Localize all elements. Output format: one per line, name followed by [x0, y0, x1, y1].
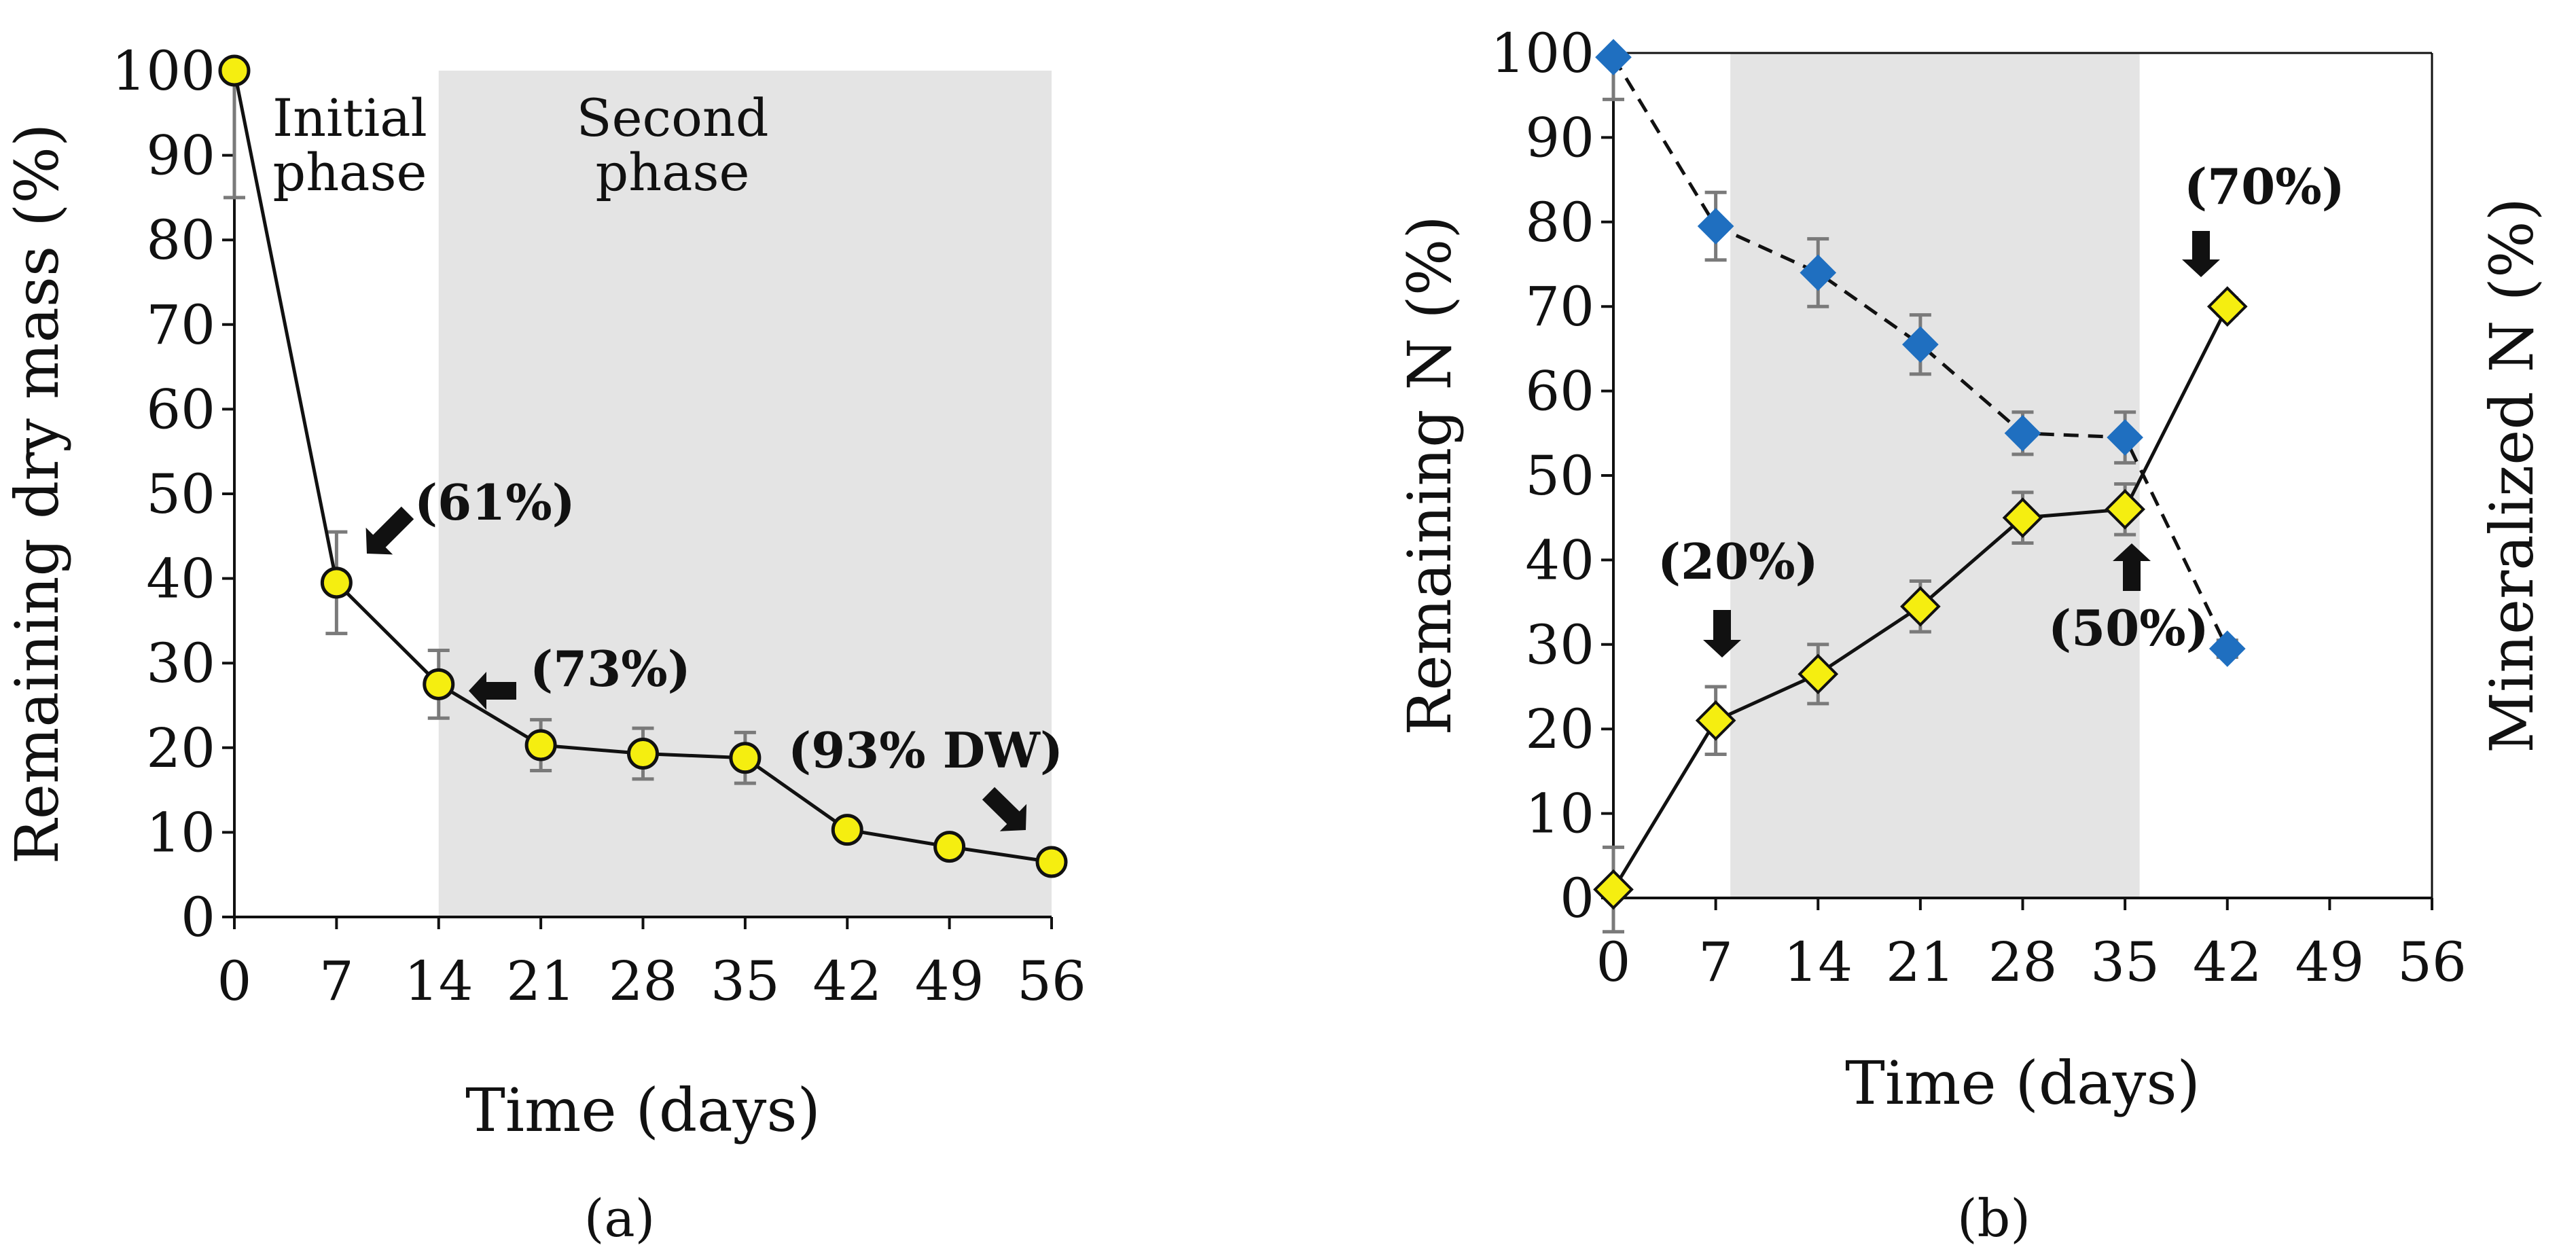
annotation-label: (73%) — [530, 640, 691, 698]
x-tick-label: 49 — [2295, 931, 2364, 994]
x-tick-label: 56 — [2397, 931, 2467, 994]
data-point-mineralized-n — [2206, 286, 2248, 327]
y-tick-label: 10 — [1525, 782, 1594, 846]
y-tick-label: 80 — [1525, 191, 1594, 254]
annotation-arrow — [1703, 610, 1741, 658]
x-tick-label: 0 — [1596, 931, 1631, 994]
data-point-remaining-n — [1595, 39, 1632, 76]
x-axis-label: Time (days) — [465, 1075, 821, 1145]
region-label: Second phase — [577, 88, 769, 202]
panel-label: (b) — [1957, 1188, 2031, 1248]
x-tick-label: 42 — [2193, 931, 2262, 994]
data-point-remaining-dry-mass — [627, 738, 659, 770]
y-tick-label: 90 — [146, 124, 215, 187]
x-axis-label: Time (days) — [1845, 1048, 2200, 1118]
y-tick-label: 50 — [146, 463, 215, 526]
region-label: Initial phase — [272, 88, 427, 202]
annotation-label: (61%) — [414, 473, 575, 531]
x-tick-label: 7 — [319, 950, 354, 1013]
panel-label: (a) — [584, 1188, 656, 1248]
data-point-remaining-n — [1697, 208, 1734, 245]
data-point-remaining-dry-mass — [423, 668, 455, 700]
data-point-remaining-dry-mass — [729, 742, 762, 774]
data-point-remaining-dry-mass — [1035, 846, 1068, 878]
x-tick-label: 21 — [1886, 931, 1955, 994]
data-point-remaining-n — [2208, 630, 2246, 667]
y-tick-label: 100 — [111, 39, 215, 103]
annotation-label: (93% DW) — [788, 721, 1063, 779]
annotation-label: (20%) — [1658, 533, 1819, 590]
annotation-arrow — [2182, 231, 2220, 277]
y-tick-label: 80 — [146, 209, 215, 272]
y-tick-label: 0 — [181, 886, 215, 949]
y-tick-label: 70 — [146, 293, 215, 357]
x-tick-label: 28 — [1988, 931, 2058, 994]
x-tick-label: 35 — [2090, 931, 2160, 994]
shaded-phase-region — [1730, 53, 2140, 898]
x-tick-label: 0 — [217, 950, 252, 1013]
annotation-arrow — [469, 672, 516, 710]
annotation-arrow — [365, 506, 414, 555]
data-point-mineralized-n — [1593, 869, 1634, 910]
data-point-mineralized-n — [2002, 497, 2043, 539]
x-tick-label: 14 — [1783, 931, 1853, 994]
data-point-remaining-n — [1902, 326, 1939, 363]
data-point-mineralized-n — [1797, 653, 1839, 695]
x-tick-label: 56 — [1017, 950, 1086, 1013]
data-point-remaining-dry-mass — [218, 54, 251, 87]
region-label-line: phase — [273, 142, 427, 202]
data-point-remaining-n — [1800, 254, 1837, 291]
y-tick-label: 100 — [1490, 22, 1594, 85]
data-point-mineralized-n — [1695, 700, 1736, 741]
y-tick-label: 10 — [146, 801, 215, 864]
x-tick-label: 28 — [609, 950, 678, 1013]
y-tick-label: 30 — [146, 632, 215, 695]
x-tick-label: 35 — [711, 950, 780, 1013]
data-point-remaining-n — [2107, 419, 2143, 456]
annotation-arrow — [2113, 543, 2151, 591]
annotation-arrow — [982, 787, 1027, 831]
y-tick-label: 60 — [1525, 360, 1594, 423]
annotation-label: (70%) — [2184, 158, 2345, 215]
region-label-line: phase — [596, 142, 750, 202]
region-label-line: Second — [577, 88, 769, 148]
y-tick-label: 50 — [1525, 444, 1594, 507]
y-axis-label: Remaining dry mass (%) — [2, 124, 72, 865]
panel-b: 0 10 20 30 40 50 60 70 80 90 100 0 7 14 21 28 35 42 49 56 Ti… — [1395, 22, 2547, 1248]
y-tick-label: 70 — [1525, 275, 1594, 338]
data-point-remaining-n — [2004, 414, 2041, 452]
y-tick-label: 40 — [1525, 528, 1594, 592]
data-point-mineralized-n — [1900, 586, 1941, 627]
data-point-remaining-dry-mass — [831, 814, 863, 846]
data-point-mineralized-n — [2105, 488, 2145, 530]
x-tick-label: 14 — [404, 950, 473, 1013]
x-tick-label: 21 — [506, 950, 575, 1013]
x-tick-label: 7 — [1698, 931, 1733, 994]
y-tick-label: 60 — [146, 378, 215, 441]
x-tick-label: 42 — [812, 950, 882, 1013]
data-point-remaining-dry-mass — [524, 729, 557, 761]
y-tick-label: 90 — [1525, 106, 1594, 169]
y-axis-label: Remaining N (%) — [1395, 215, 1465, 735]
region-label-line: Initial — [272, 88, 427, 148]
y-tick-label: 30 — [1525, 613, 1594, 677]
y-tick-label: 0 — [1560, 867, 1594, 930]
y-tick-label: 20 — [1525, 698, 1594, 761]
annotation-label: (50%) — [2048, 599, 2209, 657]
data-point-remaining-dry-mass — [933, 831, 966, 863]
y-tick-label: 40 — [146, 547, 215, 611]
y-tick-label: 20 — [146, 717, 215, 780]
data-point-remaining-dry-mass — [320, 566, 353, 599]
y-axis-right-label: Mineralized N (%) — [2477, 198, 2547, 753]
x-tick-label: 49 — [915, 950, 984, 1013]
